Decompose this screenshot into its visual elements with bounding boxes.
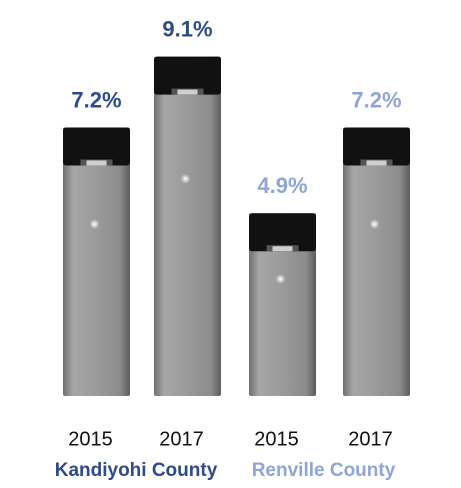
x-tick-label: 2015 [68,428,113,450]
x-tick-label: 2017 [348,428,393,450]
pod-body [154,56,221,396]
group-label: Renville County [252,460,396,481]
pod-light [275,274,286,285]
pod-body [343,127,410,396]
pod-cap [343,127,410,166]
pod-light [369,219,380,230]
value-label: 4.9% [257,173,307,198]
value-label: 7.2% [351,87,401,112]
pod-body [63,127,130,396]
pod-cap [249,213,316,252]
pod-light [180,173,191,184]
bar [343,127,410,396]
pod-cap [154,56,221,95]
bar [154,56,221,396]
group-label: Kandiyohi County [55,460,218,481]
pod-body [249,213,316,396]
x-tick-label: 2015 [254,428,299,450]
bar [249,213,316,396]
pod-cap [63,127,130,166]
value-label: 7.2% [71,87,121,112]
pod-slot-inner [86,160,107,166]
bar [63,127,130,396]
pod-slot-inner [366,160,387,166]
value-label: 9.1% [162,16,212,41]
pod-slot-inner [272,246,293,252]
x-tick-label: 2017 [159,428,204,450]
pod-slot-inner [177,89,198,95]
pod-light [89,219,100,230]
